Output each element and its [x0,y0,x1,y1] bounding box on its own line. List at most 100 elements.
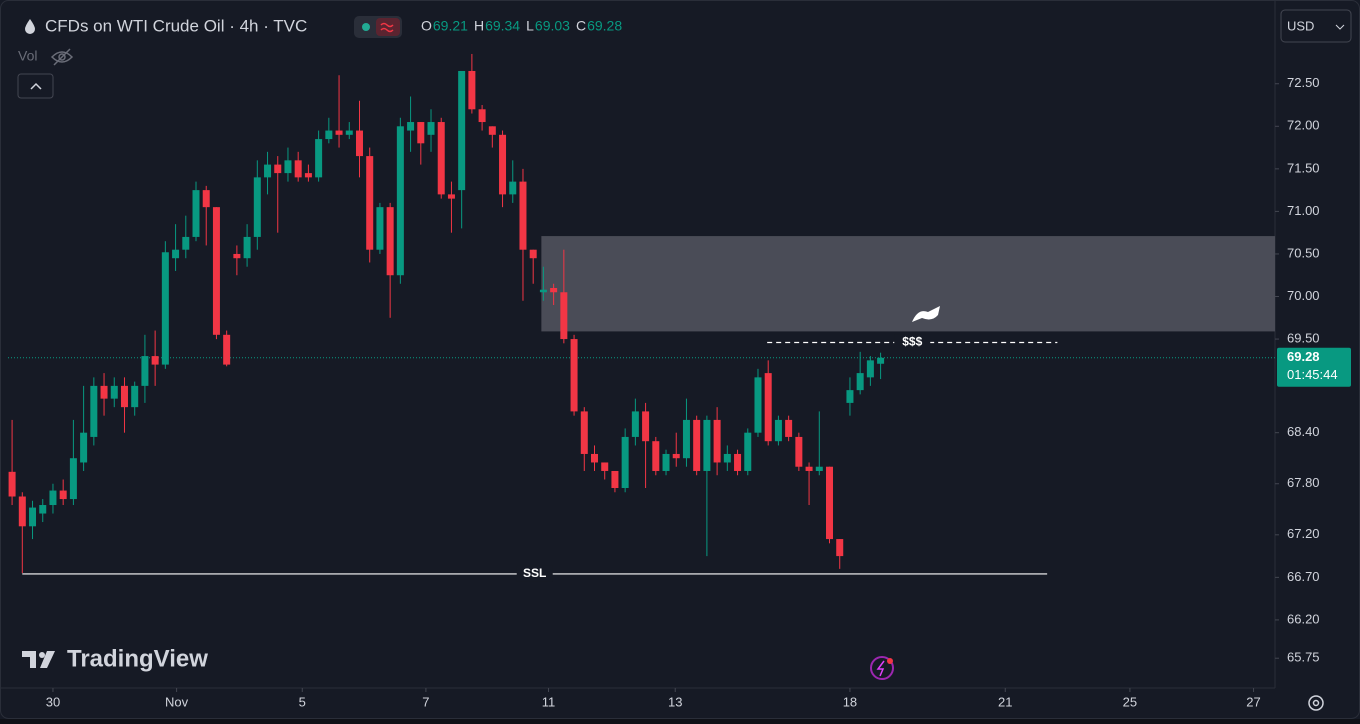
candle-body [846,390,854,403]
candle-body [723,453,731,463]
candle-body [100,385,108,399]
candle-body [386,207,394,276]
candle-body [631,411,639,437]
level-label: $$$ [902,335,922,349]
x-tick-label: 7 [422,694,429,709]
candle-body [29,507,37,527]
candle-body [253,177,261,237]
candle-body [315,139,323,178]
candle-body [243,236,251,259]
ohlc-value: 69.34 [485,18,520,34]
candle-body [488,126,496,135]
settings-icon[interactable] [1308,695,1324,711]
x-tick-label: 11 [542,694,556,709]
candle-body [509,181,517,195]
candle-body [8,471,16,497]
candle-body [795,436,803,467]
currency-select[interactable] [1280,9,1352,43]
candle-body [264,164,272,178]
candle-body [192,190,200,237]
candle-body [120,385,128,408]
symbol-icon [25,19,35,34]
brand-logo [22,651,55,668]
ohlc-value: 69.03 [535,18,570,34]
x-tick-label: 13 [668,694,682,709]
candle-body [580,411,588,454]
candle-body [212,207,220,335]
candle-body [110,385,118,399]
candle-body [815,466,823,471]
candle-body [345,130,353,135]
dropdown-arrow [1335,24,1345,30]
candle-body [274,164,282,174]
ohlc-key: C [576,18,586,34]
candle-body [468,70,476,110]
x-tick-label: 21 [998,694,1012,709]
candle-body [734,453,742,471]
status-dot [362,23,370,31]
candle-body [182,236,190,250]
candle-body [202,190,210,208]
candle-body [621,436,629,488]
candle-body [560,292,568,340]
candle-body [447,194,455,199]
level-label-bg [516,565,553,582]
candle-body [826,466,834,540]
ohlc-value: 69.21 [433,18,468,34]
candle-body [672,453,680,459]
candle-body [519,181,527,250]
candle-body [172,249,180,259]
y-tick-label: 71.00 [1287,203,1320,218]
ohlc-legend: O 69.21 H 69.34 L 69.03 C 69.28 [421,18,622,34]
candle-body [304,173,312,178]
candle-body [529,249,537,259]
candle-body [80,432,88,463]
candle-body [877,357,885,364]
y-tick-label: 69.50 [1287,331,1320,346]
candle-body [417,122,425,144]
collapse-button[interactable] [17,73,54,99]
currency-label: USD [1287,18,1314,33]
candle-body [693,419,701,471]
x-tick-label: 30 [46,694,60,709]
y-tick-label: 67.80 [1287,475,1320,490]
candle-body [355,130,363,157]
candle-body [223,334,231,365]
candle-body [284,160,292,174]
candle-body [611,470,619,488]
candle-body [754,377,762,433]
candle-body [141,356,149,386]
candle-body [642,411,650,442]
eye-off-icon[interactable] [50,48,74,66]
supply-zone [541,236,1275,332]
brand-name: TradingView [67,645,208,672]
y-tick-label: 71.50 [1287,160,1320,175]
lightning-icon[interactable] [870,656,894,680]
candle-body [539,289,547,293]
y-tick-label: 65.75 [1287,650,1320,665]
y-tick-label: 68.40 [1287,424,1320,439]
candle-body [458,70,466,191]
x-tick-label: 18 [843,694,857,709]
x-tick-label: Nov [165,694,189,709]
level-label-bg [894,334,931,351]
candle-body [39,505,47,514]
candle-body [437,122,445,195]
candle-body [90,385,98,437]
volume-label: Vol [18,48,37,64]
candle-body [427,122,435,135]
candle-body [682,419,690,459]
candle-body [366,156,374,250]
x-tick-label: 25 [1123,694,1137,709]
y-tick-label: 70.50 [1287,245,1320,260]
candle-body [570,339,578,412]
x-tick-label: 5 [299,694,306,709]
candle-body [396,126,404,276]
candle-body [161,252,169,365]
y-tick-label: 66.20 [1287,611,1320,626]
chevron-up [30,82,42,90]
y-tick-label: 70.00 [1287,288,1320,303]
level-label: SSL [523,566,546,580]
